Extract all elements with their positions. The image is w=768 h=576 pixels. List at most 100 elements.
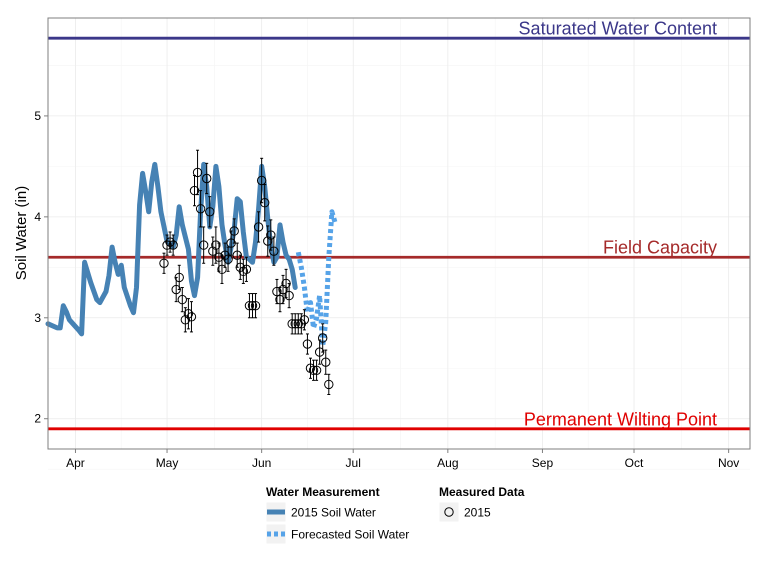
- measured-point: [317, 323, 328, 353]
- point-marker: [284, 290, 294, 301]
- measured-point: [287, 313, 297, 335]
- plot-panel: [47, 17, 751, 450]
- point-marker: [177, 294, 187, 305]
- measured-point: [180, 307, 191, 333]
- point-marker: [208, 246, 218, 256]
- measured-point: [186, 301, 197, 333]
- measured-point: [275, 287, 285, 313]
- point-marker: [250, 300, 261, 311]
- x-tick-label: Aug: [437, 456, 458, 470]
- point-marker: [321, 357, 331, 367]
- point-marker: [214, 252, 224, 262]
- point-marker: [253, 222, 264, 232]
- measured-point: [211, 226, 221, 264]
- point-marker: [202, 173, 212, 184]
- y-tick-label: 2: [34, 412, 41, 426]
- point-marker: [302, 339, 313, 349]
- point-marker: [180, 315, 191, 325]
- measured-point: [284, 282, 294, 309]
- point-marker: [238, 266, 249, 277]
- measured-point: [253, 211, 264, 243]
- legend-title: Measured Data: [439, 485, 525, 499]
- point-marker: [189, 185, 200, 196]
- point-marker: [287, 319, 297, 329]
- point-marker: [311, 365, 322, 375]
- series-lines: [45, 161, 338, 349]
- point-marker: [278, 284, 288, 295]
- point-marker: [256, 175, 267, 186]
- measured-point: [195, 190, 206, 228]
- measured-point: [241, 256, 252, 282]
- measured-point: [244, 293, 255, 319]
- measured-point: [324, 373, 334, 395]
- y-tick-label: 3: [34, 311, 41, 325]
- point-marker: [217, 264, 227, 275]
- measured-point: [247, 293, 258, 319]
- point-marker: [174, 272, 184, 283]
- point-marker: [186, 312, 197, 322]
- minor-gridlines: [48, 18, 750, 470]
- x-tick-label: Jul: [346, 456, 361, 470]
- series-line: [295, 209, 338, 349]
- point-marker: [223, 254, 233, 264]
- measured-point: [159, 252, 169, 274]
- point-marker: [290, 319, 300, 329]
- reference-line-label: Field Capacity: [603, 238, 717, 258]
- measured-point: [290, 313, 300, 335]
- measured-points: [159, 149, 334, 395]
- legend-key: [438, 501, 460, 523]
- point-marker: [247, 300, 258, 311]
- point-marker: [272, 286, 282, 297]
- point-marker: [299, 315, 310, 325]
- measured-point: [260, 184, 270, 222]
- point-marker: [260, 198, 270, 208]
- point-marker: [305, 363, 316, 373]
- point-marker: [195, 204, 206, 214]
- measured-point: [263, 225, 273, 257]
- measured-point: [308, 359, 319, 381]
- point-marker: [317, 333, 328, 343]
- point-marker: [241, 264, 252, 275]
- y-tick-label: 5: [34, 109, 41, 123]
- measured-point: [311, 359, 322, 381]
- measured-point: [238, 258, 249, 284]
- measured-point: [229, 218, 239, 244]
- measured-point: [269, 236, 279, 266]
- x-tick-label: Sep: [532, 456, 554, 470]
- measured-point: [305, 357, 316, 379]
- reference-lines: Saturated Water Content Field Capacity Per…: [48, 19, 750, 431]
- series-line: [45, 161, 298, 337]
- x-tick-label: Jun: [252, 456, 271, 470]
- point-marker: [192, 167, 203, 178]
- x-tick-label: Oct: [625, 456, 644, 470]
- point-marker: [269, 246, 279, 256]
- point-marker: [308, 365, 319, 375]
- measured-point: [266, 219, 276, 251]
- measured-point: [168, 234, 178, 256]
- measured-point: [174, 264, 184, 291]
- point-marker: [275, 294, 285, 305]
- measured-point: [189, 174, 200, 207]
- y-axis: 2 3 4 5: [34, 109, 48, 426]
- measured-point: [205, 196, 215, 228]
- measured-point: [278, 274, 288, 305]
- reference-line-label: Permanent Wilting Point: [524, 409, 717, 429]
- point-marker: [229, 226, 239, 236]
- point-marker: [205, 207, 215, 217]
- measured-point: [232, 242, 242, 268]
- x-axis: Apr May Jun Jul Aug Sep Oct Nov: [66, 449, 739, 470]
- point-marker: [211, 240, 221, 250]
- measured-point: [198, 226, 209, 264]
- measured-point: [192, 149, 203, 196]
- legend-label: Forecasted Soil Water: [291, 528, 409, 542]
- point-marker: [324, 379, 334, 390]
- measured-point: [177, 287, 187, 313]
- legend-title: Water Measurement: [266, 485, 380, 499]
- y-tick-label: 4: [34, 210, 41, 224]
- x-tick-label: Nov: [718, 456, 739, 470]
- legend-label: 2015 Soil Water: [291, 506, 376, 520]
- measured-point: [217, 254, 227, 284]
- point-marker: [244, 300, 255, 311]
- point-marker: [266, 230, 276, 240]
